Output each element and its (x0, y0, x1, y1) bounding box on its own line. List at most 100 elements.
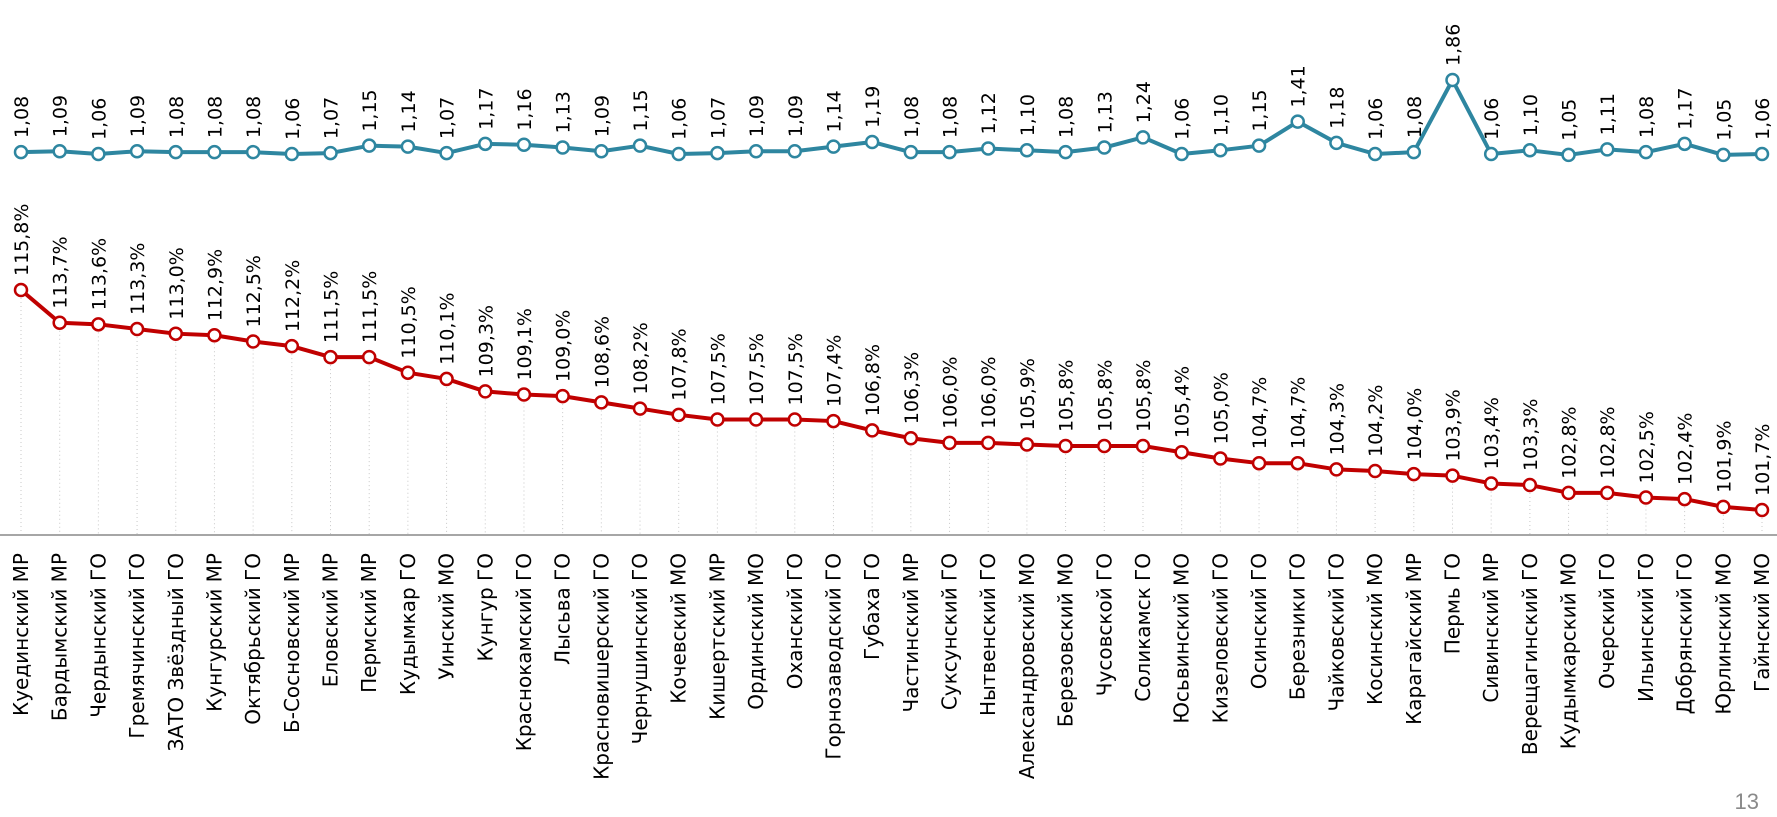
percent-point (1367, 463, 1383, 479)
percent-data-label: 105,0% (1210, 372, 1232, 444)
percent-line (19, 288, 1763, 512)
percent-data-label: 107,4% (823, 335, 845, 407)
percent-point (1290, 455, 1305, 471)
percent-point (1677, 491, 1692, 507)
ratio-data-label: 1,06 (1481, 98, 1503, 140)
page-number: 13 (1734, 789, 1759, 814)
ratio-data-label: 1,14 (398, 90, 420, 132)
percent-data-label: 112,9% (204, 249, 226, 321)
category-labels: Куединский МР Бардымский МР Чердынский ГО Г… (9, 553, 1774, 780)
percent-point (1445, 468, 1460, 483)
ratio-point (516, 137, 532, 152)
ratio-point (1754, 146, 1770, 162)
percent-data-label: 110,5% (398, 286, 420, 358)
percent-data-label: 102,8% (1597, 406, 1619, 478)
percent-point (91, 317, 106, 332)
category-label: Чусовской ГО (1092, 553, 1116, 696)
ratio-data-label: 1,07 (707, 97, 729, 139)
percent-data-label: 107,5% (746, 333, 768, 405)
ratio-point (400, 139, 416, 154)
category-label: Чернушинский ГО (628, 553, 652, 744)
category-label: Нытвенский ГО (976, 553, 1000, 716)
ratio-point (1445, 72, 1460, 88)
category-label: Гремячинский ГО (125, 553, 149, 739)
category-label: Кочевский МО (667, 553, 691, 704)
category-label: Верещагинский ГО (1518, 553, 1542, 755)
category-label: Карагайский МР (1402, 553, 1426, 725)
ratio-point (284, 146, 300, 162)
percent-point (400, 365, 416, 380)
ratio-point (1213, 143, 1228, 158)
ratio-data-label: 1,08 (1636, 96, 1658, 138)
percent-point (323, 349, 338, 365)
ratio-point (594, 143, 609, 159)
ratio-point (1019, 143, 1035, 158)
category-label: Куединский МР (9, 553, 33, 716)
percent-data-label: 111,5% (321, 271, 343, 343)
category-label: Октябрьский ГО (241, 553, 265, 725)
percent-point (555, 388, 570, 404)
percent-point (439, 371, 454, 387)
ratio-point (52, 143, 67, 159)
category-label: ЗАТО Звёздный ГО (164, 553, 188, 751)
category-label: Краснокамский ГО (512, 553, 536, 751)
category-label: Кудымкар ГО (396, 553, 420, 695)
ratio-point (1483, 146, 1499, 162)
ratio-data-label: 1,41 (1288, 65, 1310, 107)
ratio-data-label: 1,07 (321, 97, 343, 139)
ratio-point (361, 138, 377, 153)
percent-point (864, 423, 880, 438)
category-label: Очерский ГО (1595, 553, 1619, 689)
percent-data-label: 102,5% (1636, 411, 1658, 483)
category-label: Лысьва ГО (551, 553, 575, 665)
percent-point (632, 401, 648, 416)
ratio-point (168, 144, 184, 160)
ratio-data-label: 1,06 (1172, 98, 1194, 140)
ratio-point (129, 143, 145, 159)
percent-data-label: 105,8% (1133, 360, 1155, 432)
ratio-point (91, 146, 106, 162)
ratio-point (555, 140, 570, 155)
ratio-point (207, 144, 222, 160)
percent-data-label: 113,6% (88, 238, 110, 310)
percent-point (284, 338, 300, 354)
ratio-data-label: 1,08 (1056, 96, 1078, 138)
ratio-data-label: 1,08 (204, 96, 226, 138)
percent-point (129, 321, 145, 337)
category-label: Добрянский ГО (1673, 553, 1697, 714)
percent-point (1135, 438, 1151, 454)
percent-point (671, 407, 686, 423)
series-ratio: 1,08 1,09 1,06 1,09 1,08 1,08 1,08 1,06 1,07 1,15… (11, 24, 1774, 163)
ratio-point (1561, 147, 1576, 163)
percent-point (942, 435, 957, 451)
percent-point (168, 326, 184, 341)
percent-data-label: 104,7% (1288, 377, 1310, 449)
ratio-data-label: 1,06 (1752, 98, 1774, 140)
ratio-point (710, 145, 725, 161)
percent-point (1561, 485, 1576, 501)
percent-data-label: 106,0% (940, 356, 962, 428)
ratio-data-label: 1,13 (553, 91, 575, 133)
percent-data-label: 113,7% (50, 236, 72, 308)
ratio-data-label: 1,19 (862, 86, 884, 128)
ratio-point (1290, 114, 1305, 129)
category-label: Александровский МО (1015, 553, 1039, 779)
percent-point (478, 384, 493, 399)
percent-data-label: 101,7% (1752, 424, 1774, 496)
ratio-data-label: 1,08 (11, 96, 33, 138)
ratio-point (826, 139, 841, 154)
ratio-data-label: 1,08 (166, 96, 188, 138)
percent-data-label: 113,0% (166, 247, 188, 319)
percent-data-label: 104,2% (1365, 385, 1387, 457)
percent-point (207, 327, 222, 343)
percent-point (1599, 485, 1615, 501)
ratio-point (787, 143, 803, 159)
ratio-data-label: 1,09 (746, 95, 768, 137)
percent-data-label: 107,8% (669, 328, 691, 400)
percent-point (903, 430, 919, 446)
category-label: Оханский ГО (783, 553, 807, 689)
ratio-data-label: 1,09 (50, 95, 72, 137)
ratio-point (1638, 144, 1654, 160)
ratio-data-label: 1,07 (437, 97, 459, 139)
